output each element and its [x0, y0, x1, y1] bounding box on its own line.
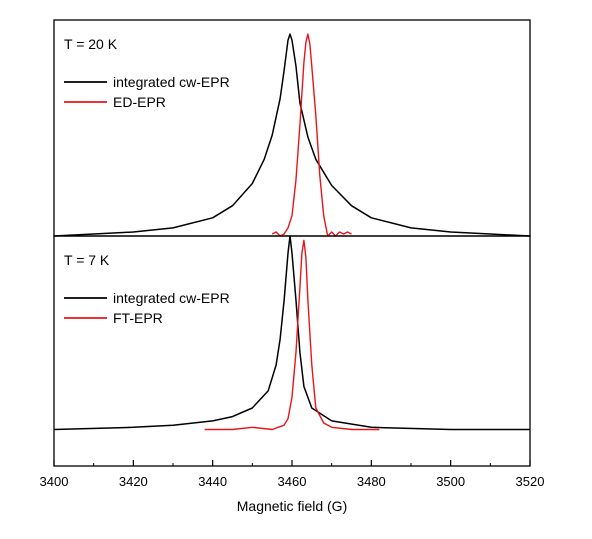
legend-entry: integrated cw-EPR — [113, 290, 230, 306]
series-line-red — [271, 33, 352, 237]
panel-frame — [53, 19, 531, 237]
x-axis: 3400 3420 3440 3460 3480 3500 3520 — [40, 460, 545, 489]
legend-entry: FT-EPR — [113, 310, 163, 326]
x-tick-label: 3500 — [436, 474, 465, 489]
series-line-black — [53, 235, 530, 431]
x-tick-label: 3480 — [357, 474, 386, 489]
panel-title: T = 7 K — [64, 252, 110, 268]
x-tick-label: 3460 — [278, 474, 307, 489]
series-line-red — [204, 239, 380, 431]
panel-title: T = 20 K — [64, 36, 118, 52]
series-line-black — [53, 33, 531, 237]
legend-entry: ED-EPR — [113, 94, 166, 110]
legend-entry: integrated cw-EPR — [113, 74, 230, 90]
panel-bottom: T = 7 K integrated cw-EPR FT-EPR — [53, 235, 531, 467]
panel-frame — [53, 235, 531, 467]
x-tick-label: 3420 — [119, 474, 148, 489]
x-tick-label: 3440 — [198, 474, 227, 489]
x-tick-label: 3400 — [40, 474, 69, 489]
panel-top: T = 20 K integrated cw-EPR ED-EPR — [53, 19, 531, 237]
x-axis-label: Magnetic field (G) — [237, 498, 347, 514]
x-tick-label: 3520 — [516, 474, 545, 489]
